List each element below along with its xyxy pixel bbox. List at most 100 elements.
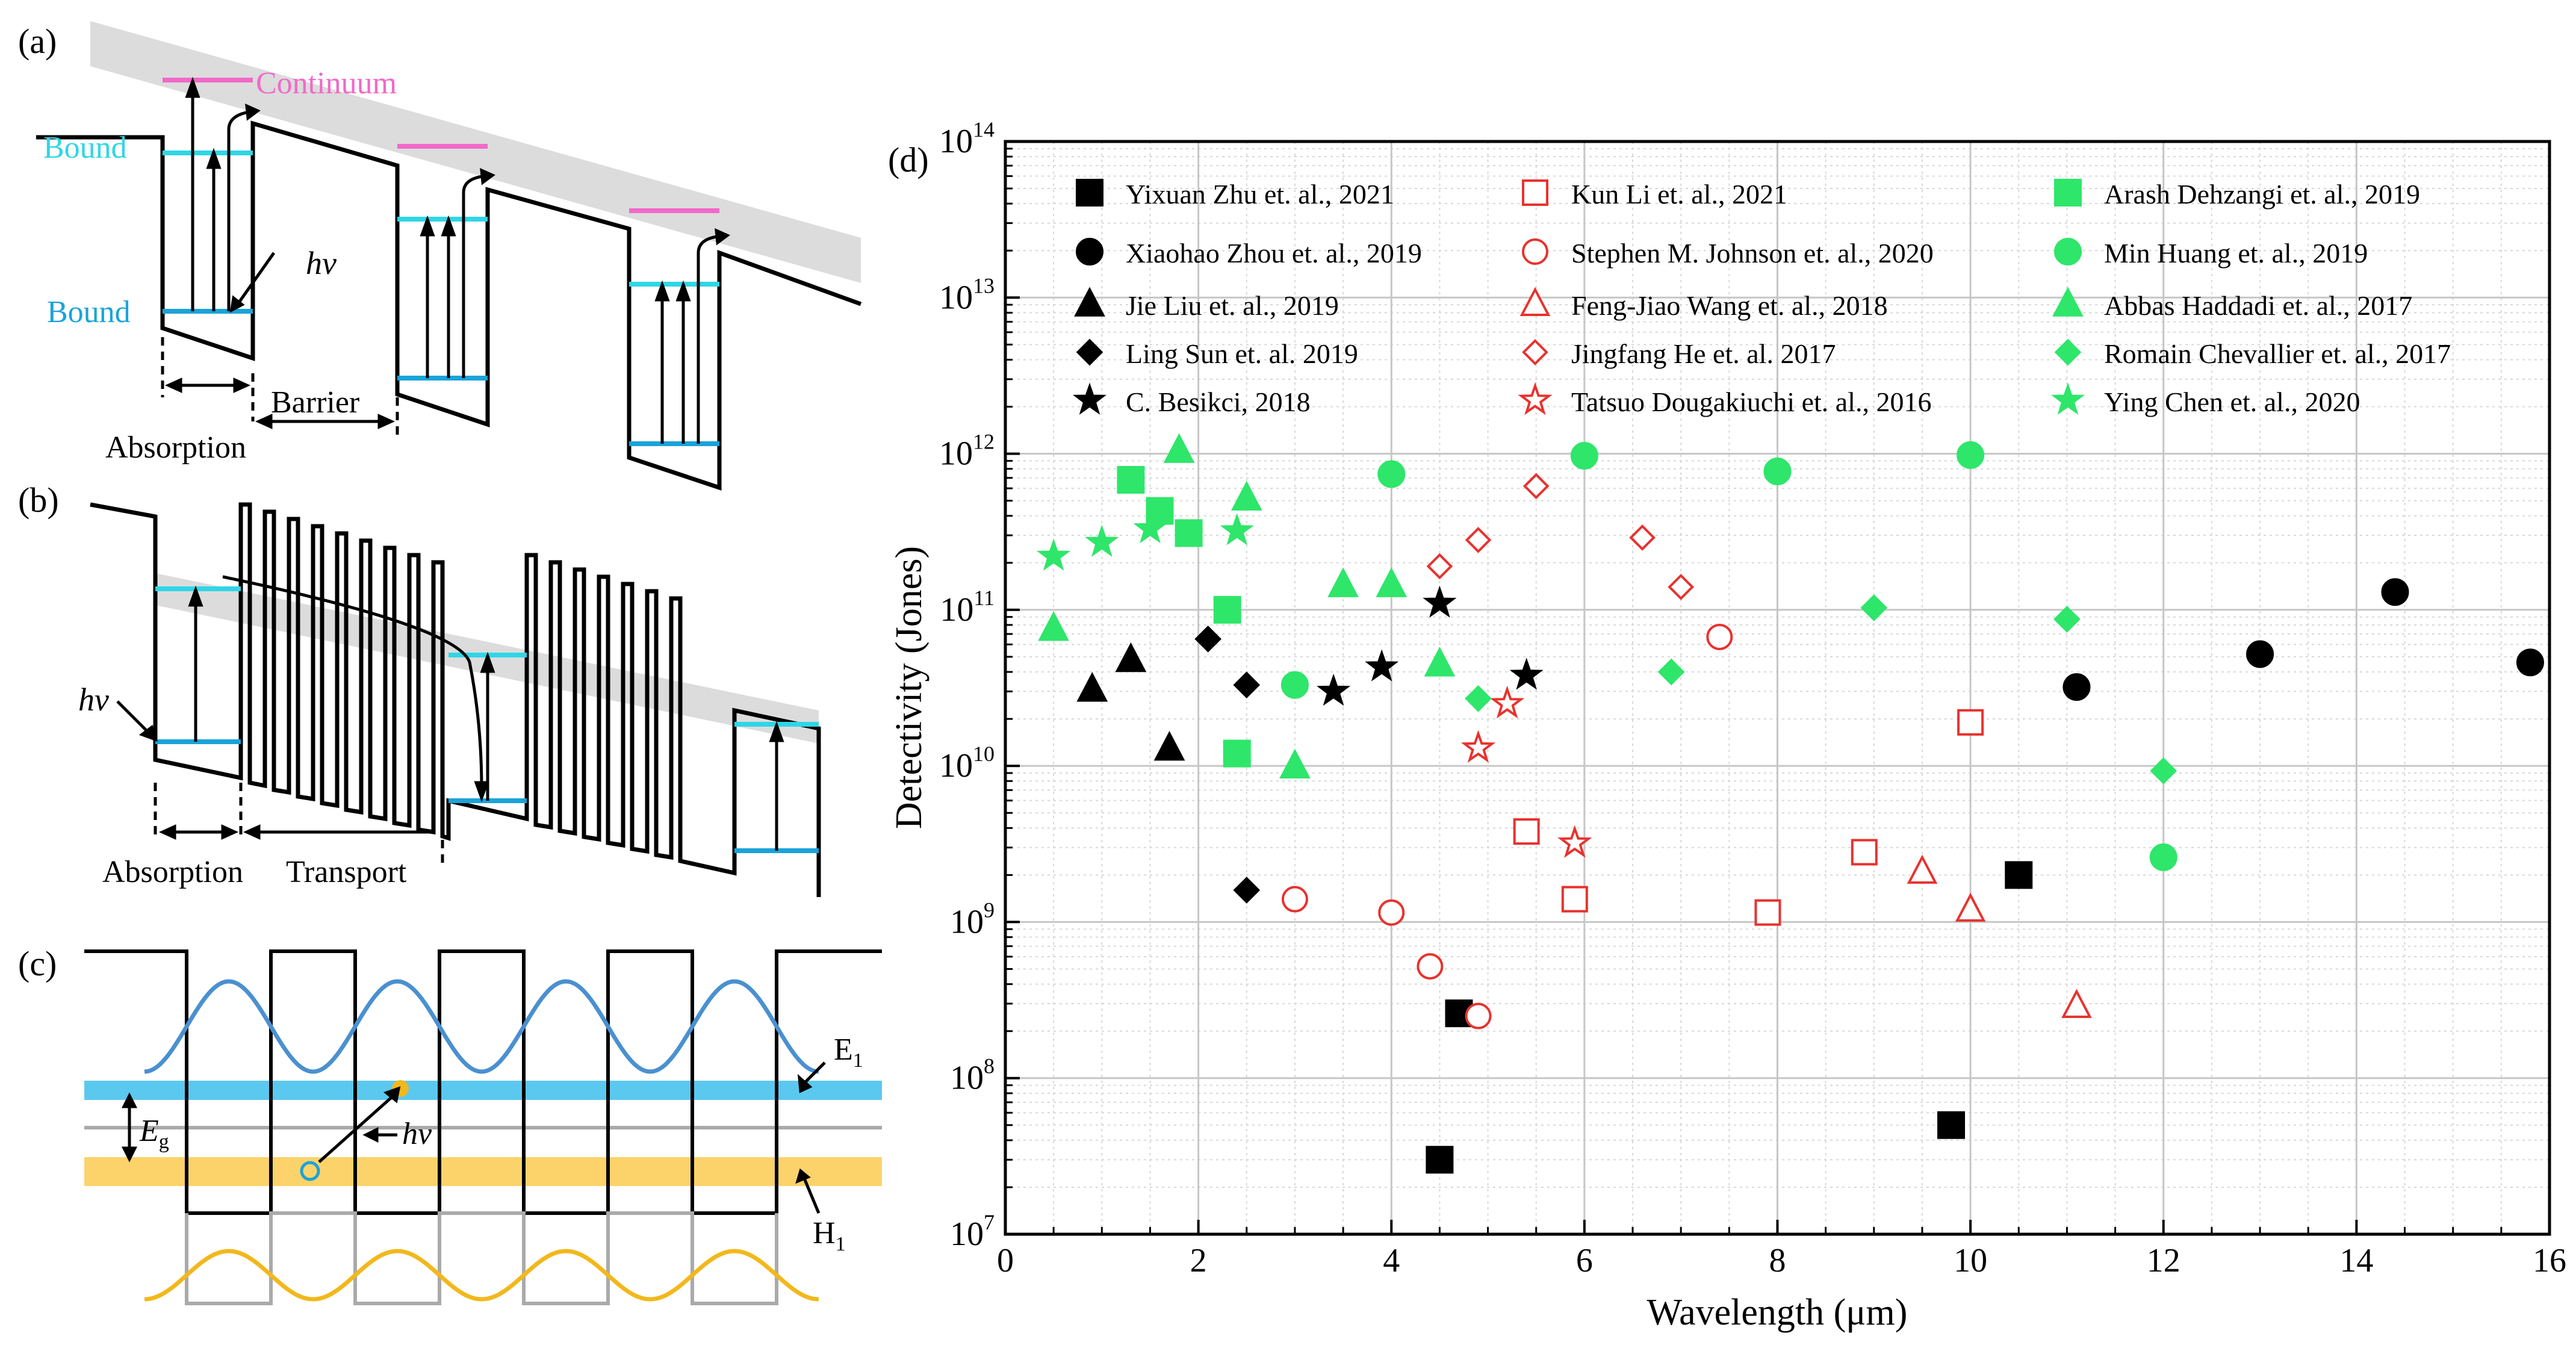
legend-entry: Jie Liu et. al., 2019: [1126, 290, 1339, 321]
legend-entry: Kun Li et. al., 2021: [1571, 179, 1787, 210]
data-point: [1327, 567, 1359, 597]
bound-lower-text: Bound: [47, 295, 131, 329]
x-tick-label: 12: [2147, 1242, 2180, 1279]
data-point: [2061, 989, 2092, 1018]
data-point: [1133, 511, 1167, 544]
transport-text: Transport: [286, 855, 407, 889]
eg-text: Eg: [139, 1114, 169, 1153]
legend-marker: [2050, 382, 2085, 415]
legend-marker: [1522, 339, 1548, 365]
data-point: [1076, 672, 1108, 702]
panel-a-label: (a): [18, 22, 57, 61]
valence-profile: [185, 1211, 778, 1305]
x-tick-label: 2: [1190, 1242, 1207, 1279]
legend-entry: Min Huang et. al., 2019: [2104, 238, 2368, 269]
data-point: [1233, 671, 1261, 699]
data-point: [1365, 649, 1399, 682]
data-point: [1522, 473, 1550, 500]
legend-marker: [2054, 338, 2082, 366]
hv-text-b: hv: [78, 682, 109, 718]
data-point: [1280, 671, 1309, 699]
legend-entry: Jingfang He et. al. 2017: [1571, 338, 1836, 369]
potential-profile-b: [90, 502, 821, 897]
h1-band: [84, 1157, 882, 1186]
data-point: [1465, 527, 1492, 553]
legend-marker: [1518, 382, 1553, 415]
data-point: [1509, 657, 1544, 690]
data-markers: [1037, 433, 2544, 1174]
panel-b: (b) hv Absorption Transport: [18, 480, 821, 897]
panel-d: (d) 0 2 4 6 8 10 12 14 16 1071081091010101110121…: [888, 117, 2566, 1333]
data-point: [1465, 685, 1492, 712]
data-point: [2150, 757, 2177, 784]
legend-marker: [1076, 238, 1103, 266]
data-point: [1231, 480, 1262, 511]
y-tick-label: 1014: [939, 117, 995, 160]
legend-entry: Xiaohao Zhou et. al., 2019: [1126, 238, 1422, 269]
legend-marker: [2054, 179, 2082, 207]
data-point: [1957, 709, 1984, 736]
data-point: [2062, 673, 2091, 701]
legend-entry: Arash Dehzangi et. al., 2019: [2104, 179, 2420, 210]
e1-band: [84, 1081, 882, 1100]
bound-upper-text: Bound: [43, 131, 127, 165]
data-point: [1489, 685, 1525, 719]
y-tick-label: 1010: [939, 742, 995, 784]
data-point: [1426, 553, 1453, 580]
data-point: [1907, 854, 1938, 884]
y-axis-label: Detectivity (Jones): [889, 546, 930, 829]
continuum-text: Continuum: [256, 66, 397, 101]
y-tick-label: 1011: [940, 586, 995, 629]
legend-marker: [1076, 179, 1103, 207]
x-tick-label: 14: [2339, 1242, 2373, 1279]
conduction-profile: [84, 949, 882, 1215]
data-point: [1937, 1111, 1966, 1139]
potential-profile-a: [36, 120, 862, 491]
data-point: [1465, 1002, 1492, 1030]
data-point: [1279, 748, 1311, 778]
y-tick-label: 108: [950, 1054, 995, 1097]
y-tick-label: 1013: [939, 273, 995, 316]
data-point: [1281, 886, 1308, 913]
data-point: [1378, 899, 1405, 926]
data-point: [1220, 513, 1254, 545]
data-point: [2516, 648, 2544, 677]
legend-marker: [1519, 287, 1551, 316]
data-point: [1117, 465, 1145, 494]
data-point: [1957, 441, 1985, 469]
data-point: [1668, 574, 1695, 600]
legend-marker: [2054, 238, 2082, 266]
data-point: [1233, 877, 1261, 904]
legend-marker: [1076, 338, 1103, 366]
data-point: [1754, 899, 1781, 926]
arrows-c: [121, 1061, 826, 1214]
data-point: [1085, 524, 1119, 557]
hole-wavefunction: [144, 1249, 819, 1302]
legend-entry: Abbas Haddadi et. al., 2017: [2104, 290, 2412, 321]
legend-marker: [1074, 287, 1105, 317]
legend-marker: [1522, 238, 1548, 265]
panel-a: (a) Continuum Bound Bound: [18, 21, 862, 491]
data-point: [1955, 892, 1986, 922]
legend-entry: Tatsuo Dougakiuchi et. al., 2016: [1571, 387, 1932, 417]
hole-dot: [300, 1161, 320, 1181]
data-point: [1175, 519, 1203, 547]
data-point: [1223, 739, 1251, 768]
data-point: [1115, 642, 1147, 672]
x-tick-label: 4: [1383, 1242, 1400, 1279]
data-point: [1194, 626, 1221, 653]
data-point: [1153, 731, 1185, 761]
x-tick-label: 6: [1576, 1242, 1593, 1279]
x-tick-label: 0: [997, 1242, 1014, 1279]
y-tick-label: 1012: [939, 430, 995, 473]
data-point: [1213, 595, 1241, 624]
data-point: [1377, 460, 1406, 488]
data-point: [1629, 524, 1656, 551]
x-axis-label: Wavelength (μm): [1647, 1292, 1908, 1333]
data-point: [1037, 538, 1071, 571]
legend-entry: Feng-Jiao Wang et. al., 2018: [1571, 290, 1888, 321]
barrier-text: Barrier: [271, 385, 359, 420]
electron-wavefunction: [144, 979, 819, 1074]
data-point: [2149, 843, 2177, 871]
